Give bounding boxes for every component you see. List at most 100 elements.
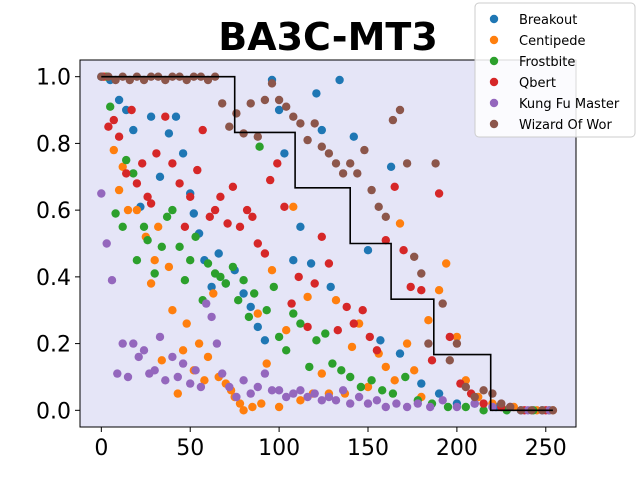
legend-marker [489, 77, 499, 87]
legend-label: Qbert [519, 76, 556, 91]
data-point [207, 312, 216, 322]
data-point [260, 95, 270, 105]
data-point [257, 399, 266, 408]
data-point [324, 149, 334, 158]
data-point [248, 402, 257, 412]
data-point [324, 392, 334, 402]
data-point [303, 322, 312, 332]
data-point [143, 236, 152, 245]
data-point [374, 202, 383, 211]
data-point [248, 212, 257, 221]
data-point [410, 366, 419, 375]
data-point [97, 189, 106, 198]
data-point [331, 296, 341, 305]
data-point [431, 159, 440, 168]
data-point [342, 302, 351, 312]
data-point [356, 382, 366, 392]
data-point [312, 336, 321, 345]
data-point [216, 192, 225, 201]
data-point [178, 359, 188, 368]
data-point [452, 402, 462, 412]
data-point [157, 242, 166, 251]
data-point [424, 339, 433, 348]
data-point [132, 179, 142, 188]
data-point [239, 406, 248, 415]
data-point [452, 339, 462, 348]
data-point [209, 289, 218, 298]
plot-frame [79, 59, 577, 428]
data-point [139, 346, 149, 355]
legend-label: Centipede [519, 34, 586, 49]
data-point [438, 299, 447, 308]
data-point [347, 342, 357, 352]
data-point [390, 182, 399, 191]
data-point [155, 172, 165, 181]
legend-label: Wizard Of Wor [519, 118, 612, 133]
data-point [255, 142, 264, 151]
data-point [125, 75, 134, 85]
data-point [175, 242, 184, 251]
data-point [162, 212, 172, 221]
x-axis: 0 50 100 150 200 250 [94, 427, 567, 461]
data-point [239, 289, 248, 298]
data-point [333, 326, 342, 335]
data-point [417, 286, 426, 295]
data-point [274, 105, 284, 115]
data-point [335, 75, 344, 85]
data-point [246, 99, 255, 108]
data-point [242, 205, 252, 215]
data-point [225, 382, 234, 392]
data-point [150, 269, 159, 278]
data-point [114, 132, 124, 141]
series-qbert [98, 72, 550, 415]
data-point [452, 332, 462, 342]
y-tick-label: 0.4 [36, 266, 71, 291]
data-point [282, 102, 291, 111]
data-point [253, 239, 262, 248]
data-point [260, 336, 270, 345]
data-point [445, 356, 454, 365]
data-point [388, 389, 398, 398]
data-point [161, 112, 170, 121]
data-point [253, 132, 262, 141]
data-point [317, 396, 326, 405]
data-point [381, 212, 390, 221]
legend-marker [489, 56, 499, 66]
data-point [282, 392, 291, 402]
data-point [202, 299, 211, 308]
data-point [506, 402, 515, 412]
data-point [234, 296, 243, 305]
legend-label: Frostbite [519, 55, 575, 70]
data-point [193, 165, 202, 175]
data-point [401, 372, 410, 382]
data-point [191, 366, 200, 375]
data-point [168, 159, 177, 168]
data-point [488, 389, 497, 398]
data-point [399, 246, 408, 255]
series-frostbite [102, 72, 554, 415]
data-point [363, 246, 373, 255]
data-point [317, 232, 326, 241]
data-point [410, 252, 419, 261]
data-point [212, 339, 222, 348]
data-point [282, 346, 291, 355]
data-point [372, 396, 382, 405]
legend-marker [489, 119, 499, 129]
data-point [246, 302, 255, 312]
data-point [349, 319, 358, 328]
data-point [168, 352, 177, 362]
data-point [123, 372, 133, 382]
legend-label: Kung Fu Master [519, 97, 620, 112]
data-point [191, 232, 200, 241]
data-point [365, 332, 374, 342]
data-point [358, 306, 367, 315]
data-point [402, 339, 412, 348]
data-point [324, 259, 334, 268]
data-point [260, 249, 270, 258]
data-point [354, 392, 364, 402]
data-point [146, 279, 156, 288]
series-wizard-of-wor [97, 72, 558, 415]
data-point [386, 162, 396, 171]
data-point [118, 339, 127, 348]
data-point [461, 382, 470, 392]
